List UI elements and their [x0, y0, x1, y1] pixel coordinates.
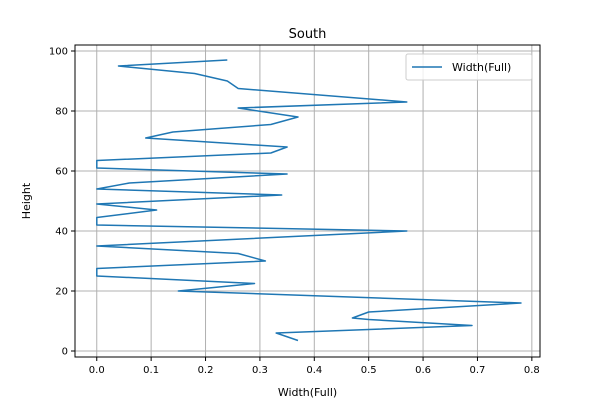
x-axis-ticks: 0.0 0.1 0.2 0.3 0.4 0.5 0.6 0.7 0.8	[89, 357, 540, 376]
y-tick-label: 20	[55, 287, 68, 298]
y-tick-label: 60	[55, 167, 68, 178]
y-tick-label: 0	[62, 347, 68, 358]
x-tick-label: 0.7	[470, 365, 486, 376]
x-tick-label: 0.3	[252, 365, 268, 376]
x-tick-label: 0.5	[361, 365, 377, 376]
legend-box	[405, 53, 533, 81]
x-tick-label: 0.8	[524, 365, 540, 376]
x-axis-label: Width(Full)	[278, 386, 337, 399]
x-tick-label: 0.2	[198, 365, 214, 376]
y-axis-label: Height	[20, 182, 33, 219]
x-tick-label: 0.4	[306, 365, 322, 376]
grid	[75, 45, 540, 357]
y-tick-label: 40	[55, 227, 68, 238]
legend-label: Width(Full)	[452, 61, 511, 74]
y-axis-ticks: 0 20 40 60 80 100	[49, 47, 75, 358]
x-tick-label: 0.0	[89, 365, 105, 376]
y-tick-label: 80	[55, 107, 68, 118]
plot-frame	[74, 44, 541, 358]
y-tick-label: 100	[49, 47, 68, 58]
legend: Width(Full)	[405, 53, 533, 81]
series-layer	[96, 59, 522, 342]
series-line	[96, 59, 522, 342]
x-tick-label: 0.6	[415, 365, 431, 376]
x-tick-label: 0.1	[143, 365, 159, 376]
chart-title: South	[289, 27, 327, 42]
